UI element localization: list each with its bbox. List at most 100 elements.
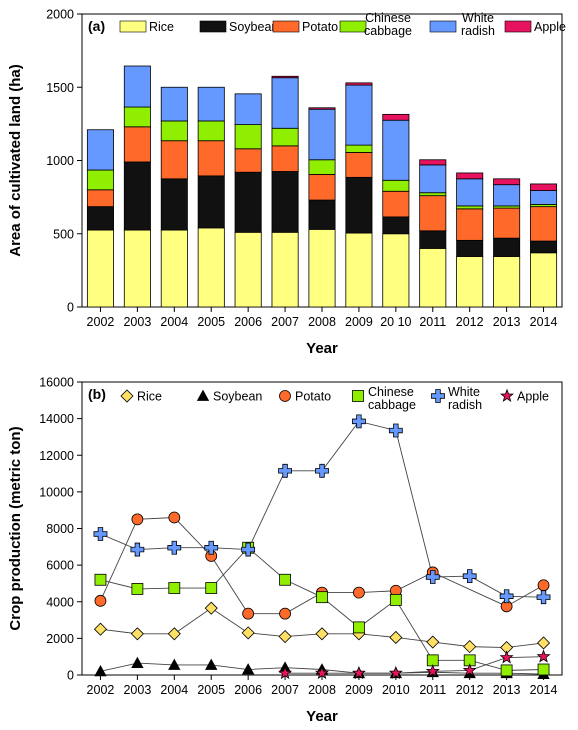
- y-tick-label: 4000: [46, 595, 74, 609]
- x-axis-label: Year: [306, 340, 338, 357]
- bar-apple-2012: [456, 172, 484, 180]
- x-tick-label: 2007: [271, 683, 299, 697]
- point-white-radish-2003: [130, 542, 145, 557]
- point-potato-2002: [94, 594, 107, 607]
- bar-white-radish-2005: [197, 86, 225, 122]
- point-chinese-cabbage-2013: [500, 664, 513, 677]
- bar-white-radish-2008: [308, 108, 336, 161]
- point-rice-2006: [241, 626, 255, 640]
- x-tick-label: 2002: [87, 683, 115, 697]
- point-rice-2002: [93, 622, 108, 636]
- x-tick-label: 20 10: [380, 315, 411, 329]
- point-soybean-2003: [131, 656, 144, 668]
- x-tick-label: 2010: [382, 683, 410, 697]
- y-tick-label: 1000: [46, 154, 74, 168]
- x-tick-label: 2005: [197, 683, 225, 697]
- legend-label-chinese-cabbage-2: cabbage: [364, 24, 412, 38]
- x-tick-label: 2007: [271, 315, 299, 329]
- legend-label-apple: Apple: [534, 20, 566, 34]
- legend-marker-white-radish: [431, 389, 445, 403]
- bar-rice-2014: [530, 252, 558, 308]
- bar-soybean-2011: [419, 230, 447, 249]
- point-rice-2012: [463, 640, 477, 654]
- bar-chinese-cabbage-20-10: [382, 179, 410, 192]
- point-rice-2007: [278, 629, 292, 644]
- x-tick-label: 2009: [345, 683, 373, 697]
- point-chinese-cabbage-2002: [94, 573, 107, 586]
- legend-marker-rice: [120, 389, 134, 403]
- bar-apple-20-10: [382, 113, 410, 121]
- bar-chinese-cabbage-2002: [86, 169, 114, 191]
- y-tick-label: 500: [53, 227, 74, 241]
- point-apple-2011: [425, 663, 440, 678]
- y-tick-label: 16000: [39, 376, 74, 390]
- bar-apple-2013: [493, 178, 521, 186]
- bar-chinese-cabbage-2011: [419, 192, 447, 197]
- point-chinese-cabbage-2003: [131, 583, 144, 595]
- bar-chinese-cabbage-2009: [345, 144, 373, 153]
- chart-a-stacked-bar: 0 500 1000 1500 2000 2002 2003 2004 2005 2006 2007…: [7, 8, 566, 358]
- point-chinese-cabbage-2009: [353, 621, 365, 634]
- point-white-radish-2008: [315, 463, 329, 478]
- legend-label-potato: Potato: [302, 20, 338, 34]
- bar-chinese-cabbage-2007: [271, 127, 299, 147]
- bar-rice-2009: [345, 232, 373, 308]
- y-tick-label: 0: [67, 301, 74, 315]
- point-potato-2009: [353, 586, 365, 599]
- bar-potato-2012: [456, 208, 484, 241]
- y-tick-label: 10000: [39, 485, 74, 499]
- y-axis-label: Area of cultivated land (ha): [7, 64, 24, 257]
- bar-soybean-2006: [234, 171, 262, 233]
- x-tick-label: 2003: [123, 683, 151, 697]
- point-rice-2010: [389, 630, 403, 645]
- bar-soybean-2004: [160, 178, 188, 231]
- legend-swatch-soybean: [199, 20, 227, 33]
- legend-label-white-radish-2: radish: [448, 398, 482, 412]
- legend-marker-apple: [500, 388, 514, 402]
- point-apple-2012: [462, 663, 477, 677]
- point-potato-2003: [131, 513, 144, 526]
- point-potato-2004: [168, 511, 181, 524]
- point-apple-2014: [536, 649, 551, 663]
- bar-potato-2005: [197, 140, 225, 177]
- bar-chinese-cabbage-2006: [234, 124, 262, 150]
- x-tick-label: 2013: [493, 315, 521, 329]
- x-axis-label: Year: [306, 708, 338, 725]
- line-potato: [100, 517, 544, 615]
- point-chinese-cabbage-2010: [389, 594, 402, 606]
- point-chinese-cabbage-2007: [279, 573, 291, 586]
- point-rice-2003: [130, 627, 144, 641]
- legend-label-rice: Rice: [149, 20, 174, 34]
- bar-soybean-20-10: [382, 216, 410, 235]
- bar-white-radish-2009: [345, 84, 373, 146]
- chart-b-line: 0 2000 4000 6000 8000 10000 12000 14000 16000 200…: [7, 376, 563, 725]
- y-axis-label: Crop production (metric ton): [7, 426, 24, 630]
- legend-label-soybean: Soybean: [213, 390, 262, 404]
- bar-rice-2002: [86, 229, 114, 308]
- bar-rice-2003: [123, 229, 151, 308]
- x-tick-label: 2002: [87, 315, 115, 329]
- point-apple-2010: [388, 665, 403, 680]
- legend-label-apple: Apple: [517, 390, 549, 404]
- legend-label-chinese-cabbage-1: Chinese: [368, 385, 414, 399]
- bar-soybean-2012: [456, 239, 484, 257]
- bar-white-radish-2007: [271, 77, 299, 129]
- y-tick-label: 1500: [46, 81, 74, 95]
- x-tick-label: 2012: [456, 315, 484, 329]
- y-tick-label: 2000: [46, 632, 74, 646]
- bar-white-radish-2004: [160, 86, 188, 122]
- legend-marker-potato: [279, 390, 291, 402]
- x-tick-label: 2011: [419, 683, 446, 697]
- bar-soybean-2007: [271, 171, 299, 233]
- point-chinese-cabbage-2008: [316, 591, 328, 604]
- x-tick-label: 2006: [234, 683, 262, 697]
- x-tick-label: 2004: [160, 683, 188, 697]
- legend-swatch-potato: [272, 20, 300, 33]
- bar-apple-2008: [308, 107, 336, 110]
- point-apple-2013: [499, 650, 514, 664]
- bar-soybean-2005: [197, 175, 225, 229]
- point-rice-2004: [167, 627, 181, 641]
- y-tick-label: 6000: [46, 559, 74, 573]
